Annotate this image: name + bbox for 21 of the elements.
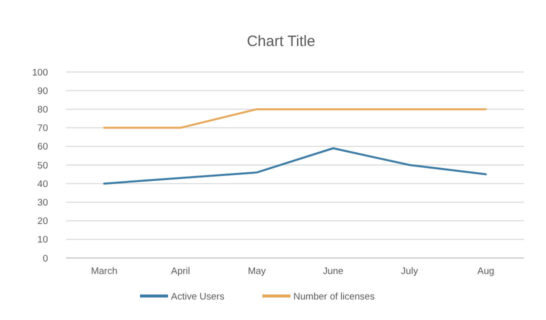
y-tick-label: 10 [37, 234, 48, 246]
y-tick-label: 60 [37, 142, 48, 153]
x-tick-label: April [170, 266, 190, 277]
legend-label: Number of licenses [293, 291, 375, 302]
y-tick-label: 100 [32, 67, 48, 78]
x-tick-label: June [322, 266, 344, 277]
y-tick-label: 20 [37, 216, 48, 228]
y-tick-label: 30 [37, 198, 48, 209]
x-tick-label: July [401, 266, 418, 277]
y-tick-label: 90 [37, 86, 48, 97]
y-tick-label: 80 [37, 104, 48, 116]
x-tick-label: Aug [477, 266, 494, 277]
x-tick-label: March [90, 266, 118, 277]
legend-label: Active Users [171, 291, 225, 302]
chart-title: Chart Title [246, 33, 316, 50]
y-tick-label: 40 [37, 178, 48, 190]
line-series [103, 147, 487, 185]
x-tick-label: May [248, 266, 266, 277]
y-tick-label: 70 [37, 123, 48, 134]
y-tick-label: 0 [42, 253, 48, 264]
y-tick-label: 50 [37, 160, 48, 172]
